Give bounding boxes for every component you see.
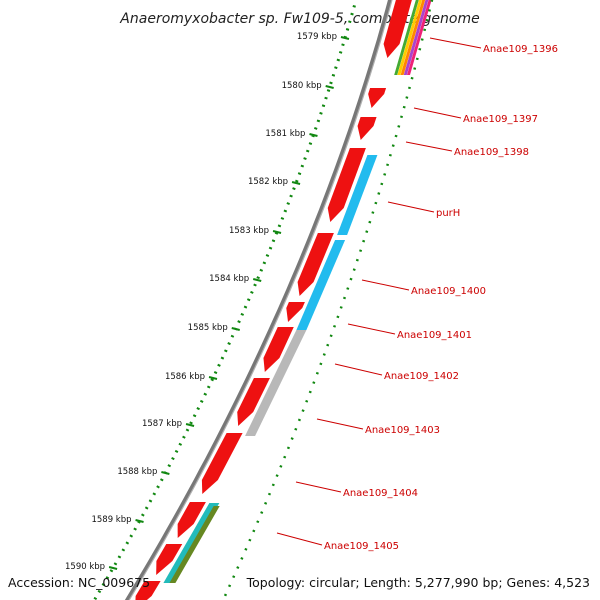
- label-leader-line: [387, 201, 435, 213]
- accession-text: Accession: NC_009675: [8, 575, 150, 590]
- gene-label: Anae109_1402: [384, 371, 459, 382]
- scale-tick: [325, 85, 334, 89]
- cds-forward-arrow: [135, 581, 161, 600]
- scale-tick: [185, 423, 195, 427]
- genome-summary-text: Topology: circular; Length: 5,277,990 bp…: [246, 575, 590, 590]
- feature-stripe: [403, 0, 429, 75]
- gene-label: Anae109_1398: [454, 147, 529, 158]
- feature-stripe: [394, 0, 419, 75]
- scale-tick-label: 1584 kbp: [209, 274, 249, 284]
- label-leader-line: [429, 37, 482, 49]
- label-leader-line: [334, 363, 383, 376]
- feature-stripe: [400, 0, 426, 75]
- feature-stripe: [406, 0, 432, 75]
- label-leader-line: [276, 532, 323, 546]
- cds-forward-arrow: [357, 117, 377, 140]
- scale-tick: [340, 36, 350, 40]
- cds-forward-arrow: [327, 148, 366, 222]
- scale-tick-label: 1587 kbp: [142, 419, 182, 429]
- scale-tick: [291, 181, 301, 185]
- scale-tick-label: 1582 kbp: [248, 177, 288, 187]
- cog-segment: [169, 506, 220, 583]
- label-leader-line: [316, 418, 364, 430]
- kbp-scale: 1579 kbp 1580 kbp 1581 kbp 1582 kbp 1583 kbp…: [65, 0, 434, 600]
- scale-tick-label: 1579 kbp: [297, 32, 337, 42]
- label-leader-line: [295, 481, 342, 493]
- scale-tick-label: 1581 kbp: [265, 129, 305, 139]
- scale-tick-label: 1588 kbp: [117, 467, 157, 477]
- genome-tracks: [124, 0, 432, 600]
- gene-label: Anae109_1400: [411, 286, 486, 297]
- backbone-highlight: [128, 0, 393, 600]
- scale-tick: [231, 327, 240, 331]
- scale-tick: [208, 376, 218, 380]
- cds-forward-arrow: [286, 302, 305, 322]
- cds-forward-arrow: [263, 327, 294, 372]
- feature-stripe: [397, 0, 422, 75]
- gene-label: purH: [436, 208, 460, 219]
- cog-segment: [337, 155, 378, 235]
- scale-tick: [252, 278, 262, 282]
- cog-segment: [245, 330, 307, 436]
- label-leader-line: [361, 279, 410, 291]
- backbone-line: [124, 0, 393, 600]
- scale-tick-label: 1586 kbp: [165, 372, 205, 382]
- scale-tick: [135, 519, 144, 523]
- scale-tick: [309, 133, 318, 137]
- gene-label: Anae109_1396: [483, 44, 558, 55]
- scale-tick: [272, 230, 282, 234]
- cds-forward-arrow: [237, 378, 270, 426]
- label-leader-line: [413, 107, 462, 119]
- inner-dotted-line: [221, 0, 434, 600]
- cds-forward-arrow: [368, 88, 387, 108]
- gene-label: Anae109_1397: [463, 114, 538, 125]
- gene-label: Anae109_1404: [343, 488, 418, 499]
- label-leader-line: [405, 141, 453, 152]
- scale-tick: [108, 566, 118, 570]
- label-leader-line: [347, 323, 396, 335]
- scale-dotted-line: [92, 0, 358, 600]
- cds-forward-arrow: [297, 233, 334, 296]
- gene-label: Anae109_1401: [397, 330, 472, 341]
- gene-labels: Anae109_1396 Anae109_1397 Anae109_1398 purH…: [276, 37, 558, 552]
- cds-forward-arrow: [156, 544, 183, 575]
- scale-tick-label: 1585 kbp: [188, 323, 228, 333]
- scale-tick-label: 1590 kbp: [65, 562, 105, 572]
- gene-label: Anae109_1403: [365, 425, 440, 436]
- scale-tick: [161, 471, 170, 475]
- scale-tick-label: 1589 kbp: [91, 515, 131, 525]
- gene-label: Anae109_1405: [324, 541, 399, 552]
- scale-tick-label: 1580 kbp: [282, 81, 322, 91]
- cog-segment: [296, 240, 346, 330]
- cds-forward-arrow: [177, 502, 206, 538]
- scale-tick-label: 1583 kbp: [229, 226, 269, 236]
- cds-forward-arrow: [201, 433, 243, 494]
- cds-forward-arrow: [383, 0, 412, 58]
